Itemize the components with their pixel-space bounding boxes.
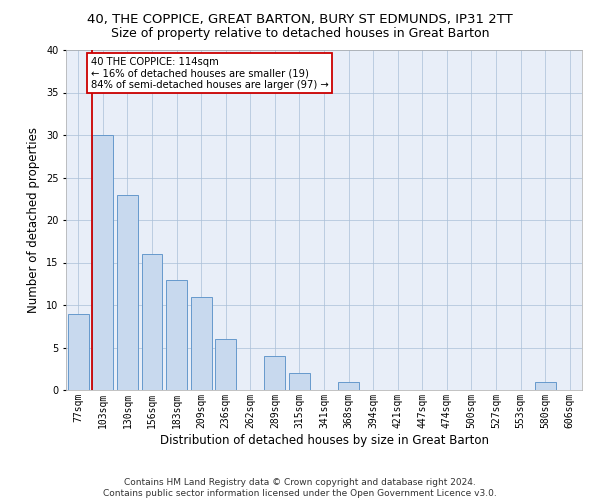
X-axis label: Distribution of detached houses by size in Great Barton: Distribution of detached houses by size … xyxy=(160,434,488,446)
Text: 40, THE COPPICE, GREAT BARTON, BURY ST EDMUNDS, IP31 2TT: 40, THE COPPICE, GREAT BARTON, BURY ST E… xyxy=(87,12,513,26)
Bar xyxy=(215,339,236,390)
Bar xyxy=(68,314,89,390)
Bar xyxy=(92,135,113,390)
Bar xyxy=(535,382,556,390)
Bar xyxy=(289,373,310,390)
Y-axis label: Number of detached properties: Number of detached properties xyxy=(28,127,40,313)
Bar xyxy=(191,296,212,390)
Bar xyxy=(142,254,163,390)
Bar xyxy=(338,382,359,390)
Text: Size of property relative to detached houses in Great Barton: Size of property relative to detached ho… xyxy=(111,28,489,40)
Text: 40 THE COPPICE: 114sqm
← 16% of detached houses are smaller (19)
84% of semi-det: 40 THE COPPICE: 114sqm ← 16% of detached… xyxy=(91,57,328,90)
Bar xyxy=(166,280,187,390)
Bar xyxy=(265,356,286,390)
Text: Contains HM Land Registry data © Crown copyright and database right 2024.
Contai: Contains HM Land Registry data © Crown c… xyxy=(103,478,497,498)
Bar xyxy=(117,194,138,390)
